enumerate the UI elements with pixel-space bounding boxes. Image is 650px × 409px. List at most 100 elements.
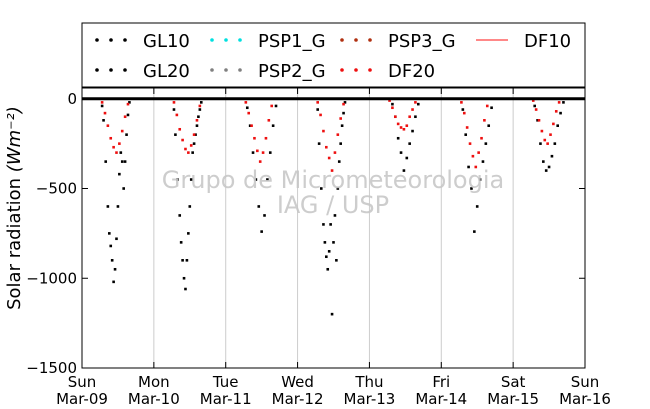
data-point <box>119 151 123 154</box>
data-point <box>194 133 197 136</box>
legend-entry: DF10 <box>476 31 571 52</box>
legend-dot-marker <box>224 68 228 72</box>
data-point <box>411 129 414 133</box>
data-point <box>253 136 256 140</box>
axes: 0−500−1000−1500SunMar-09MonMar-10TueMar-… <box>26 87 611 408</box>
x-tick-label-day: Mon <box>138 373 170 391</box>
data-point <box>260 230 263 233</box>
legend-dot-marker <box>340 38 344 42</box>
data-point <box>316 101 319 104</box>
data-point <box>120 129 124 133</box>
data-point <box>172 101 176 104</box>
data-point <box>533 104 536 108</box>
data-point <box>336 133 340 136</box>
data-point <box>274 104 278 108</box>
data-point <box>184 287 187 291</box>
data-point <box>336 187 340 190</box>
legend-dot-marker <box>123 68 127 72</box>
x-tick-label-date: Mar-15 <box>487 390 539 408</box>
data-point <box>557 101 561 104</box>
data-point <box>333 214 337 217</box>
data-point <box>110 259 114 262</box>
data-point <box>247 111 251 115</box>
data-point <box>480 136 483 140</box>
data-point <box>330 312 334 316</box>
x-tick-label-date: Mar-12 <box>272 390 324 408</box>
data-point <box>411 108 414 111</box>
data-point <box>195 124 199 127</box>
data-point <box>542 160 545 163</box>
data-point <box>316 108 319 111</box>
data-point <box>174 133 177 136</box>
data-point <box>319 187 323 190</box>
data-point <box>118 142 121 145</box>
data-point <box>478 178 482 181</box>
data-point <box>178 214 182 217</box>
data-point <box>325 255 328 259</box>
data-point <box>546 142 549 145</box>
data-point <box>185 259 189 262</box>
data-point <box>198 108 202 111</box>
data-point <box>258 160 262 163</box>
data-point <box>327 250 331 253</box>
data-point <box>461 108 465 111</box>
data-point <box>126 102 130 106</box>
y-tick-label: −1000 <box>26 269 77 287</box>
data-point <box>192 133 196 136</box>
data-point <box>116 205 120 208</box>
data-point <box>104 160 108 163</box>
legend-entry: DF20 <box>340 61 435 82</box>
x-tick-label-day: Thu <box>354 373 383 391</box>
data-point <box>263 214 266 217</box>
y-tick-label: −500 <box>36 180 77 198</box>
data-point <box>539 142 542 145</box>
x-tick-label-date: Mar-11 <box>200 390 252 408</box>
data-point <box>120 160 124 163</box>
data-point <box>199 101 203 104</box>
data-point <box>189 178 193 181</box>
watermark-line-2: IAG / USP <box>277 191 389 219</box>
data-point <box>399 126 403 129</box>
data-point <box>414 115 417 119</box>
x-tick-label-day: Sat <box>501 373 526 391</box>
data-point <box>109 244 113 248</box>
data-point <box>408 142 411 145</box>
data-point <box>270 104 274 108</box>
vertical-grid <box>153 88 514 368</box>
data-point <box>261 151 265 154</box>
data-point <box>257 205 261 208</box>
x-tick-label-date: Mar-09 <box>56 390 108 408</box>
data-point <box>477 151 480 154</box>
data-point <box>396 122 400 126</box>
data-points <box>100 99 565 316</box>
data-point <box>340 124 344 127</box>
legend-entry: PSP1_G <box>210 31 326 52</box>
legend-dot-marker <box>210 38 214 42</box>
data-point <box>547 165 551 169</box>
x-tick-label-date: Mar-13 <box>344 390 396 408</box>
data-point <box>100 104 104 108</box>
data-point <box>103 111 107 115</box>
data-point <box>402 169 406 172</box>
legend-label: PSP1_G <box>258 31 326 52</box>
data-point <box>342 111 345 115</box>
data-point <box>339 142 342 145</box>
data-point <box>396 136 400 140</box>
data-point <box>471 154 475 158</box>
watermark: Grupo de Micrometeorologia IAG / USP <box>162 166 504 219</box>
data-point <box>179 241 183 244</box>
data-point <box>332 241 335 244</box>
data-point <box>559 111 562 115</box>
x-tick-label-date: Mar-10 <box>128 390 180 408</box>
data-point <box>264 136 268 140</box>
data-point <box>108 232 111 235</box>
data-point <box>473 230 476 233</box>
x-tick-label-day: Tue <box>212 373 239 391</box>
data-point <box>126 113 130 117</box>
data-point <box>487 124 491 127</box>
legend-dot-marker <box>123 38 127 42</box>
data-point <box>329 223 332 226</box>
data-point <box>178 127 182 131</box>
data-point <box>556 124 559 127</box>
data-point <box>342 102 345 106</box>
